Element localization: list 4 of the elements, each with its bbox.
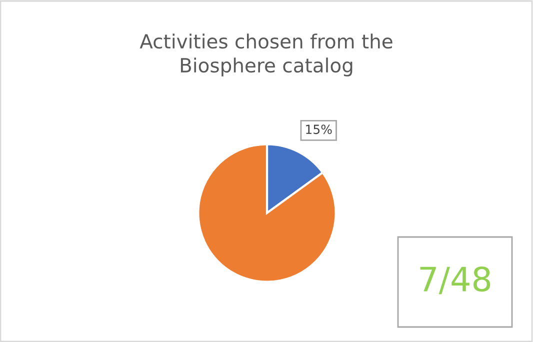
chart-title: Activities chosen from the Biosphere catalog	[140, 34, 392, 76]
text: 7/48	[420, 266, 490, 294]
pie-slice	[197, 143, 337, 283]
data-label: 15%	[306, 124, 332, 134]
